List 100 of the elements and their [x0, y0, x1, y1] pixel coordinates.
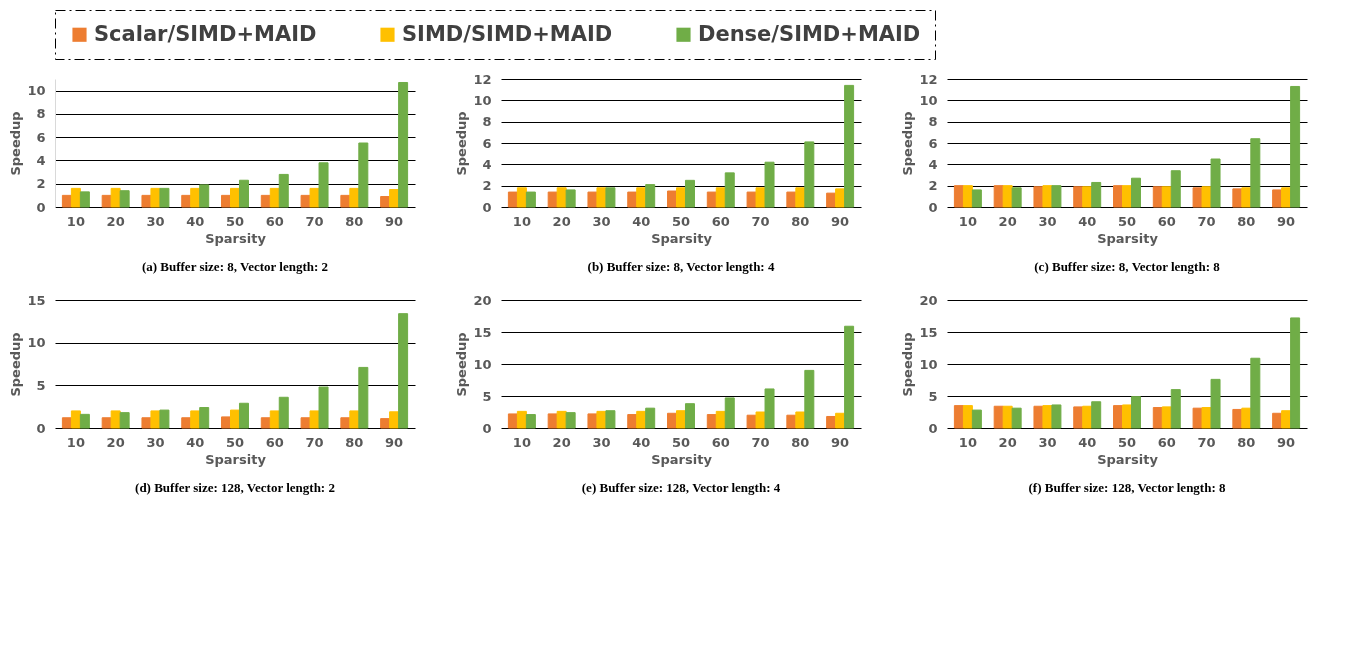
legend-label: Dense/SIMD+MAID	[698, 21, 921, 46]
x-tick-label: 70	[1197, 434, 1216, 450]
bar	[1152, 407, 1163, 429]
bar	[141, 194, 152, 208]
y-tick-label: 4	[36, 152, 46, 168]
bar	[962, 185, 973, 208]
y-tick-label: 0	[36, 199, 46, 215]
bar	[596, 187, 607, 208]
bar	[755, 187, 766, 208]
bar	[70, 187, 81, 208]
bar	[684, 179, 695, 208]
bar	[565, 189, 576, 208]
y-tick-label: 4	[928, 156, 938, 172]
bar	[1033, 405, 1044, 429]
x-tick-label: 50	[1117, 213, 1137, 229]
bar	[150, 410, 161, 429]
y-tick-label: 2	[482, 178, 492, 194]
x-tick-label: 90	[385, 213, 404, 229]
bar	[309, 410, 320, 429]
bar	[101, 194, 112, 208]
bar	[61, 417, 72, 429]
y-tick-label: 10	[919, 92, 938, 108]
bar	[804, 369, 815, 429]
bar	[269, 410, 280, 429]
bar	[507, 191, 518, 208]
bar	[971, 189, 982, 208]
bar	[1281, 410, 1292, 429]
bar	[1051, 404, 1062, 429]
bar	[1272, 189, 1283, 208]
x-tick-label: 30	[1038, 434, 1057, 450]
bar	[786, 414, 797, 429]
bar	[953, 185, 964, 208]
bar	[804, 141, 815, 208]
x-tick-label: 40	[1078, 434, 1097, 450]
bar	[645, 407, 656, 429]
bar	[1241, 407, 1252, 429]
bar	[627, 414, 638, 429]
y-tick-label: 2	[36, 176, 46, 192]
bar	[724, 397, 735, 429]
y-tick-label: 0	[482, 199, 492, 215]
y-tick-label: 5	[482, 388, 492, 404]
bar	[1281, 187, 1292, 208]
bar	[1170, 170, 1181, 208]
bar	[1241, 187, 1252, 208]
y-tick-label: 0	[482, 420, 492, 436]
x-tick-label: 70	[305, 213, 324, 229]
bar	[269, 187, 280, 208]
bar	[764, 388, 775, 429]
bar	[605, 410, 616, 429]
bar	[993, 405, 1004, 429]
text: (e) Buffer size: 128, Vector length: 4	[581, 480, 781, 495]
bar	[627, 191, 638, 208]
bar	[1192, 407, 1203, 429]
x-axis-title: Sparsity	[205, 451, 267, 467]
bar	[318, 386, 329, 429]
y-tick-label: 20	[473, 292, 492, 308]
bar	[119, 190, 130, 208]
y-tick-label: 5	[928, 388, 938, 404]
x-tick-label: 10	[66, 213, 85, 229]
bar	[380, 418, 391, 429]
bar	[844, 84, 855, 208]
x-tick-label: 30	[146, 213, 165, 229]
bar	[309, 187, 320, 208]
x-tick-label: 70	[1197, 213, 1216, 229]
bar	[300, 194, 311, 208]
x-tick-label: 80	[791, 213, 810, 229]
bar	[380, 196, 391, 208]
bar	[1113, 405, 1124, 429]
x-tick-label: 40	[632, 213, 651, 229]
y-axis-title: Speedup	[8, 111, 24, 176]
y-axis-title: Speedup	[454, 111, 470, 176]
bar	[826, 192, 837, 208]
bar	[1232, 408, 1243, 429]
y-tick-label: 0	[928, 199, 938, 215]
bar	[962, 405, 973, 429]
x-tick-label: 30	[1038, 213, 1057, 229]
y-tick-label: 15	[27, 292, 46, 308]
bar	[1290, 317, 1301, 429]
bar	[953, 405, 964, 429]
bar	[358, 142, 369, 208]
x-tick-label: 80	[345, 434, 364, 450]
bar	[1033, 186, 1044, 208]
text: (f) Buffer size: 128, Vector length: 8	[1028, 480, 1226, 495]
bar	[70, 410, 81, 429]
x-axis-title: Sparsity	[1097, 451, 1159, 467]
legend-label: Scalar/SIMD+MAID	[94, 21, 317, 46]
bar	[278, 173, 289, 208]
x-tick-label: 20	[106, 434, 125, 450]
x-tick-label: 70	[305, 434, 324, 450]
bar	[706, 414, 717, 429]
bar	[835, 412, 846, 429]
bar	[684, 403, 695, 429]
bar	[1152, 186, 1163, 208]
x-tick-label: 50	[225, 213, 245, 229]
bar	[101, 417, 112, 429]
bar	[746, 191, 757, 208]
bar	[1122, 185, 1132, 208]
bar	[150, 187, 161, 208]
bar	[119, 412, 130, 429]
x-tick-label: 10	[512, 434, 531, 450]
